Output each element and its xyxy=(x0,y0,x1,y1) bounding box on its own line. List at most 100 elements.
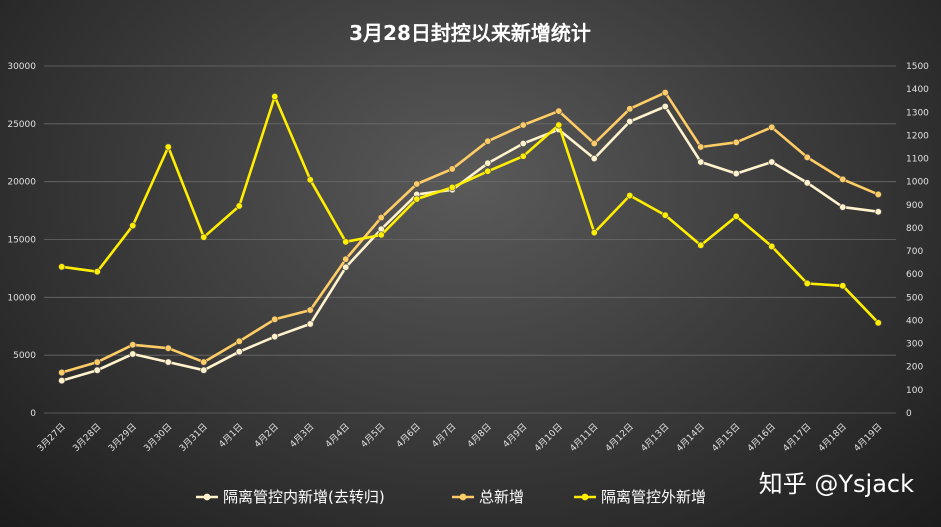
legend-label: 总新增 xyxy=(479,488,524,506)
data-point xyxy=(484,167,492,175)
x-tick-label: 3月27日 xyxy=(35,421,68,454)
data-point xyxy=(874,319,882,327)
legend-label: 隔离管控内新增(去转归) xyxy=(223,488,385,506)
right-y-tick-label: 1300 xyxy=(906,108,929,118)
x-tick-label: 4月15日 xyxy=(710,421,743,454)
data-point xyxy=(484,159,492,167)
series-2 xyxy=(58,89,882,377)
data-point xyxy=(164,344,172,352)
x-tick-label: 4月6日 xyxy=(394,421,423,450)
x-tick-label: 4月8日 xyxy=(465,421,494,450)
data-point xyxy=(200,233,208,241)
legend-label: 隔离管控外新增 xyxy=(601,488,706,506)
data-point xyxy=(839,175,847,183)
x-tick-label: 4月19日 xyxy=(852,421,885,454)
data-point xyxy=(235,202,243,210)
right-y-tick-label: 1500 xyxy=(906,62,929,72)
data-point xyxy=(200,358,208,366)
left-y-tick-label: 30000 xyxy=(7,62,36,72)
x-tick-label: 4月18日 xyxy=(816,421,849,454)
right-y-tick-label: 1000 xyxy=(906,178,929,188)
data-point xyxy=(768,123,776,131)
series-line xyxy=(61,105,879,382)
x-tick-label: 4月17日 xyxy=(781,421,814,454)
data-point xyxy=(164,358,172,366)
data-point xyxy=(732,170,740,178)
data-point xyxy=(519,139,527,147)
data-point xyxy=(803,153,811,161)
x-tick-label: 4月9日 xyxy=(501,421,530,450)
watermark: 知乎 @Ysjack xyxy=(759,470,914,498)
data-point xyxy=(484,137,492,145)
data-point xyxy=(768,242,776,250)
data-point xyxy=(448,165,456,173)
legend-item: 隔离管控内新增(去转归) xyxy=(196,488,385,506)
data-point xyxy=(448,183,456,191)
data-point xyxy=(93,366,101,374)
x-tick-label: 4月1日 xyxy=(217,421,246,450)
data-point xyxy=(129,350,137,358)
right-y-tick-label: 1200 xyxy=(906,131,929,141)
data-point xyxy=(590,155,598,163)
right-y-tick-label: 400 xyxy=(906,316,923,326)
data-point xyxy=(519,121,527,129)
right-y-tick-label: 200 xyxy=(906,363,923,373)
data-point xyxy=(803,179,811,187)
series-1 xyxy=(58,102,882,385)
legend-item: 隔离管控外新增 xyxy=(574,488,706,506)
left-y-tick-label: 25000 xyxy=(7,120,36,130)
x-tick-label: 4月12日 xyxy=(603,421,636,454)
data-point xyxy=(271,93,279,101)
x-tick-label: 4月10日 xyxy=(532,421,565,454)
data-point xyxy=(413,195,421,203)
x-tick-label: 3月28日 xyxy=(71,421,104,454)
data-point xyxy=(306,176,314,184)
x-tick-label: 4月2日 xyxy=(252,421,281,450)
data-point xyxy=(58,377,66,385)
legend-marker xyxy=(581,493,589,501)
data-point xyxy=(555,107,563,115)
data-point xyxy=(271,315,279,323)
data-point xyxy=(519,152,527,160)
data-point xyxy=(164,143,172,151)
x-tick-label: 4月3日 xyxy=(288,421,317,450)
data-point xyxy=(58,263,66,271)
data-point xyxy=(732,212,740,220)
x-tick-label: 4月7日 xyxy=(430,421,459,450)
left-y-tick-label: 15000 xyxy=(7,236,36,246)
series-line xyxy=(61,95,880,324)
data-point xyxy=(874,190,882,198)
legend-item: 总新增 xyxy=(452,488,524,506)
data-point xyxy=(342,238,350,246)
right-y-tick-label: 800 xyxy=(906,224,923,234)
right-y-tick-label: 500 xyxy=(906,293,923,303)
data-point xyxy=(590,139,598,147)
data-point xyxy=(306,320,314,328)
x-tick-label: 4月4日 xyxy=(323,421,352,450)
data-point xyxy=(839,282,847,290)
data-point xyxy=(697,143,705,151)
left-y-tick-label: 0 xyxy=(30,409,36,419)
data-point xyxy=(839,203,847,211)
series-line xyxy=(61,91,879,374)
data-point xyxy=(661,211,669,219)
data-point xyxy=(200,366,208,374)
right-y-tick-label: 700 xyxy=(906,247,923,257)
data-point xyxy=(342,255,350,263)
data-point xyxy=(377,214,385,222)
data-point xyxy=(271,333,279,341)
data-point xyxy=(93,268,101,276)
data-point xyxy=(661,89,669,97)
data-point xyxy=(129,222,137,230)
data-point xyxy=(93,358,101,366)
data-point xyxy=(697,241,705,249)
data-point xyxy=(626,105,634,113)
data-point xyxy=(626,192,634,200)
x-tick-label: 3月30日 xyxy=(142,421,175,454)
series-3 xyxy=(58,93,882,327)
data-point xyxy=(697,158,705,166)
right-y-tick-label: 1100 xyxy=(906,155,929,165)
left-y-tick-label: 20000 xyxy=(7,178,36,188)
